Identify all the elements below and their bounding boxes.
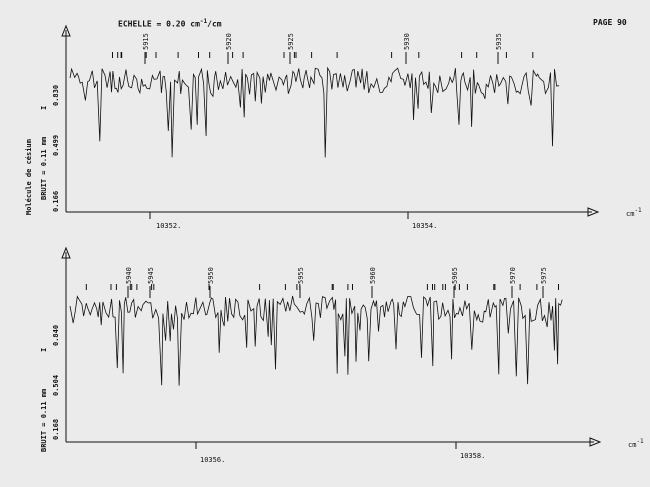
line-number-label: 5945 — [147, 267, 155, 284]
x-tick-label: 10356. — [200, 456, 225, 464]
line-number-label: 5955 — [297, 267, 305, 284]
line-number-label: 5925 — [287, 33, 295, 50]
side-label: Molécule de césium — [25, 139, 33, 215]
y-axis-arrow — [61, 246, 71, 259]
line-number-label: 5940 — [125, 267, 133, 284]
y-marker: I — [40, 106, 48, 110]
line-number-label: 5930 — [403, 33, 411, 50]
noise-label: BRUIT = 0.11 mm — [40, 389, 48, 452]
line-number-label: 5960 — [369, 267, 377, 284]
y-tick-label: 0.830 — [52, 85, 60, 106]
line-number-label: 5975 — [540, 267, 548, 284]
page-label: PAGE 90 — [593, 18, 627, 27]
line-number-label: 5970 — [509, 267, 517, 284]
spectrum-panel-1: 10352. 10354. cm-1 0.830 0.499 0.166 BRU… — [40, 24, 642, 230]
noise-label: BRUIT = 0.11 mm — [40, 137, 48, 200]
x-axis-unit: cm-1 — [628, 438, 644, 449]
y-axis-arrow — [61, 24, 71, 37]
y-tick-label: 0.504 — [52, 375, 60, 396]
line-number-label: 5935 — [495, 33, 503, 50]
x-tick-label: 10352. — [156, 222, 181, 230]
line-number-label: 5915 — [142, 33, 150, 50]
y-marker: I — [40, 348, 48, 352]
x-axis-arrow — [589, 437, 602, 447]
line-number-group: 5940 5945 5950 5955 5960 5965 5970 5975 — [125, 267, 548, 298]
line-number-label: 5920 — [225, 33, 233, 50]
line-marker-group — [112, 52, 534, 58]
y-tick-label: 0.168 — [52, 419, 60, 440]
y-tick-label: 0.840 — [52, 325, 60, 346]
spectrum-trace — [69, 295, 563, 386]
y-tick-label: 0.499 — [52, 135, 60, 156]
line-number-label: 5965 — [451, 267, 459, 284]
spectrum-trace — [69, 66, 560, 158]
line-marker-group — [85, 284, 559, 290]
scale-label: ECHELLE = 0.20 cm-1/cm — [118, 18, 222, 29]
x-axis-unit: cm-1 — [626, 207, 642, 218]
y-tick-label: 0.166 — [52, 191, 60, 212]
x-tick-label: 10358. — [460, 452, 485, 460]
x-tick-label: 10354. — [412, 222, 437, 230]
line-number-group: 5915 5920 5925 5930 5935 — [142, 33, 503, 64]
x-axis-arrow — [587, 207, 600, 217]
spectrum-panel-2: 10356. 10358. cm-1 0.840 0.504 0.168 BRU… — [40, 246, 644, 464]
line-number-label: 5950 — [207, 267, 215, 284]
